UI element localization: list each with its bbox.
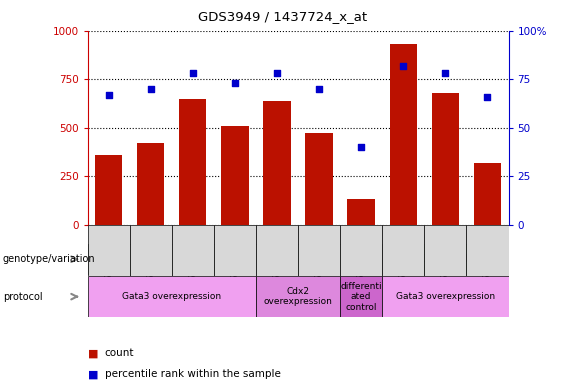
Text: Gata3 overexpression: Gata3 overexpression: [396, 292, 495, 301]
Text: control: control: [216, 254, 254, 264]
Point: [315, 86, 324, 92]
Point: [104, 92, 113, 98]
Point: [399, 63, 408, 69]
Text: ■: ■: [88, 369, 98, 379]
Bar: [95, 155, 122, 225]
Bar: [347, 199, 375, 225]
Bar: [340, 225, 382, 276]
Bar: [256, 225, 298, 276]
Text: count: count: [105, 348, 134, 358]
Bar: [221, 126, 249, 225]
Bar: [382, 276, 508, 317]
Point: [357, 144, 366, 150]
Bar: [130, 225, 172, 276]
Point: [231, 80, 240, 86]
Text: differenti
ated
control: differenti ated control: [340, 282, 382, 311]
Bar: [340, 276, 382, 317]
Bar: [88, 276, 256, 317]
Bar: [256, 276, 340, 317]
Bar: [432, 93, 459, 225]
Text: ■: ■: [88, 348, 98, 358]
Text: Cdx2
overexpression: Cdx2 overexpression: [264, 287, 332, 306]
Bar: [88, 244, 382, 275]
Bar: [298, 225, 340, 276]
Point: [146, 86, 155, 92]
Bar: [424, 225, 467, 276]
Point: [272, 70, 281, 76]
Text: Cdx2-null: Cdx2-null: [419, 254, 472, 264]
Bar: [172, 225, 214, 276]
Bar: [382, 225, 424, 276]
Point: [441, 70, 450, 76]
Bar: [214, 225, 256, 276]
Text: GDS3949 / 1437724_x_at: GDS3949 / 1437724_x_at: [198, 10, 367, 23]
Bar: [137, 143, 164, 225]
Bar: [390, 44, 417, 225]
Bar: [263, 101, 290, 225]
Point: [483, 94, 492, 100]
Bar: [382, 244, 508, 275]
Text: Gata3 overexpression: Gata3 overexpression: [122, 292, 221, 301]
Bar: [466, 225, 509, 276]
Bar: [179, 99, 206, 225]
Text: percentile rank within the sample: percentile rank within the sample: [105, 369, 280, 379]
Text: genotype/variation: genotype/variation: [3, 254, 95, 264]
Text: protocol: protocol: [3, 291, 42, 302]
Bar: [306, 134, 333, 225]
Bar: [474, 162, 501, 225]
Bar: [88, 225, 130, 276]
Point: [188, 70, 197, 76]
